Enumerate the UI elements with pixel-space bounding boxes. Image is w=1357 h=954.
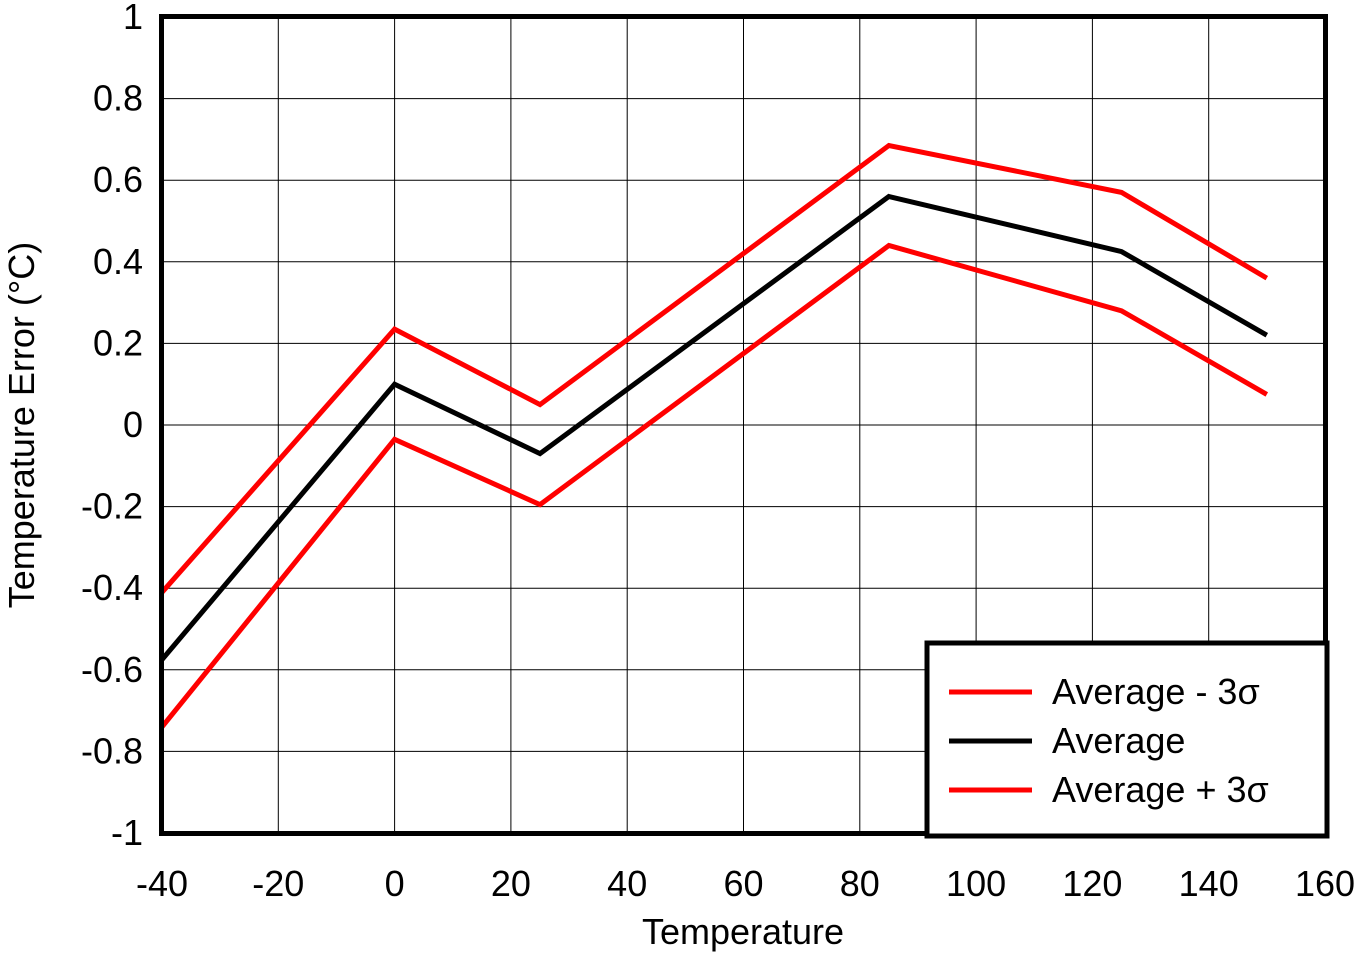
legend: Average - 3σ Average Average + 3σ	[924, 640, 1330, 839]
x-tick-label: -40	[136, 863, 188, 904]
y-tick-label: -0.6	[81, 649, 143, 690]
x-tick-labels: -40 -20 0 20 40 60 80 100 120 140 160	[136, 863, 1355, 904]
legend-label-2: Average + 3σ	[1052, 769, 1269, 810]
y-tick-label: -0.2	[81, 486, 143, 527]
legend-label-1: Average	[1052, 720, 1185, 761]
y-tick-label: 0	[123, 404, 143, 445]
x-tick-label: 60	[723, 863, 763, 904]
y-tick-label: 1	[123, 0, 143, 37]
x-tick-label: 160	[1295, 863, 1355, 904]
grid	[162, 17, 1325, 833]
x-tick-label: 0	[385, 863, 405, 904]
legend-label-0: Average - 3σ	[1052, 671, 1260, 712]
x-tick-label: -20	[252, 863, 304, 904]
y-axis-label: Temperature Error (°C)	[1, 242, 42, 608]
x-tick-label: 140	[1179, 863, 1239, 904]
series-lines	[160, 142, 1269, 729]
y-tick-labels: 1 0.8 0.6 0.4 0.2 0 -0.2 -0.4 -0.6 -0.8 -1	[81, 0, 143, 853]
x-axis-label: Temperature	[642, 911, 844, 952]
y-tick-label: -0.4	[81, 567, 143, 608]
series-line-1	[160, 193, 1269, 662]
x-tick-label: 80	[840, 863, 880, 904]
x-tick-label: 40	[607, 863, 647, 904]
series-line-0	[160, 142, 1269, 594]
x-tick-label: 100	[946, 863, 1006, 904]
y-tick-label: -0.8	[81, 730, 143, 771]
plot-frame	[159, 14, 1328, 836]
y-tick-label: 0.6	[93, 159, 143, 200]
y-tick-label: 0.2	[93, 322, 143, 363]
y-tick-label: -1	[111, 812, 143, 853]
series-line-2	[160, 242, 1269, 729]
y-tick-label: 0.8	[93, 78, 143, 119]
x-tick-label: 20	[491, 863, 531, 904]
x-tick-label: 120	[1062, 863, 1122, 904]
y-tick-label: 0.4	[93, 241, 143, 282]
